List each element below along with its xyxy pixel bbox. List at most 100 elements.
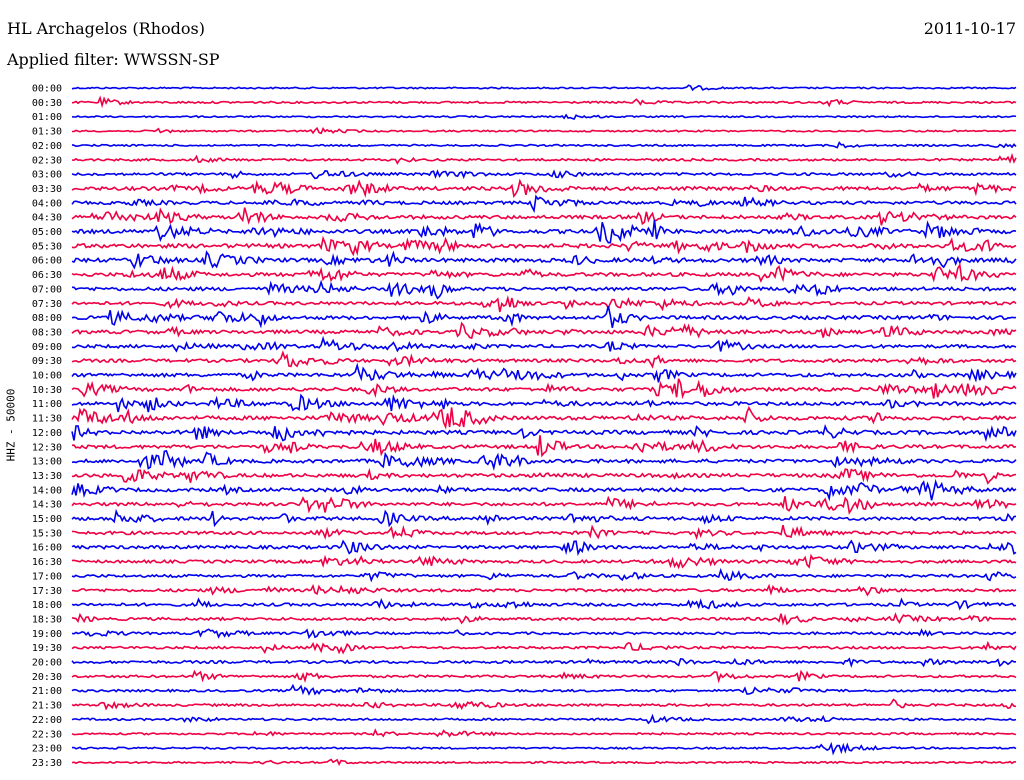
time-tick-label: 17:30 [32, 586, 62, 597]
time-tick-label: 18:00 [32, 600, 62, 611]
time-tick-label: 09:00 [32, 342, 62, 353]
time-tick-label: 15:00 [32, 514, 62, 525]
time-tick-label: 12:30 [32, 442, 62, 453]
trace-group [71, 84, 1017, 766]
seismic-trace [71, 262, 1017, 283]
time-tick-label: 23:00 [32, 744, 62, 755]
time-tick-label: 04:30 [32, 213, 62, 224]
record-date: 2011-10-17 [923, 19, 1016, 38]
time-tick-label: 16:00 [32, 543, 62, 554]
time-tick-label: 03:00 [32, 170, 62, 181]
time-tick-label: 07:00 [32, 284, 62, 295]
seismic-trace [72, 126, 1017, 135]
time-tick-label: 06:00 [32, 256, 62, 267]
time-tick-label: 08:00 [32, 313, 62, 324]
seismic-trace [71, 321, 1017, 339]
time-tick-label: 20:30 [32, 672, 62, 683]
seismic-trace [71, 152, 1017, 165]
time-tick-label: 19:00 [32, 629, 62, 640]
time-tick-label: 23:30 [32, 758, 62, 769]
time-tick-label: 18:30 [32, 614, 62, 625]
time-tick-label: 22:30 [32, 729, 62, 740]
station-title: HL Archagelos (Rhodos) [7, 19, 205, 38]
time-tick-label: 00:00 [32, 84, 62, 95]
time-tick-label: 06:30 [32, 270, 62, 281]
seismic-trace [71, 728, 1017, 738]
seismic-trace [71, 362, 1017, 383]
seismic-trace [71, 113, 1017, 120]
time-tick-label: 10:30 [32, 385, 62, 396]
seismic-trace [71, 508, 1017, 528]
time-tick-label: 07:30 [32, 299, 62, 310]
seismic-trace [71, 713, 1017, 725]
seismic-trace [71, 335, 1017, 353]
seismic-trace [72, 279, 1017, 300]
time-tick-label: 01:30 [32, 127, 62, 138]
time-tick-label: 11:00 [32, 399, 62, 410]
seismic-trace [71, 350, 1017, 369]
seismic-trace [71, 207, 1017, 226]
time-tick-label: 13:30 [32, 471, 62, 482]
time-tick-label: 13:00 [32, 457, 62, 468]
seismic-trace [71, 235, 1017, 257]
time-tick-label: 19:30 [32, 643, 62, 654]
seismic-trace [71, 683, 1017, 696]
seismic-trace [71, 467, 1017, 485]
time-tick-label: 11:30 [32, 414, 62, 425]
seismic-trace [71, 478, 1017, 502]
time-tick-label: 21:30 [32, 701, 62, 712]
time-tick-label: 05:30 [32, 241, 62, 252]
time-tick-label: 02:30 [32, 155, 62, 166]
time-tick-label: 05:00 [32, 227, 62, 238]
seismic-trace [71, 698, 1017, 711]
filter-label: Applied filter: WWSSN-SP [7, 50, 220, 69]
seismic-trace [71, 583, 1017, 597]
seismic-trace [71, 295, 1017, 313]
seismic-trace [71, 612, 1017, 626]
seismic-trace [71, 539, 1017, 557]
seismic-trace [71, 393, 1017, 413]
time-tick-labels: 00:00 00:30 01:00 01:30 02:00 02:30 03:00 03:30… [32, 84, 62, 769]
seismic-trace [71, 250, 1017, 270]
seismic-trace [71, 524, 1017, 541]
time-tick-label: 03:30 [32, 184, 62, 195]
seismic-trace [71, 219, 1017, 244]
seismic-trace [71, 553, 1017, 570]
time-tick-label: 21:00 [32, 686, 62, 697]
seismic-trace [71, 597, 1017, 611]
time-tick-label: 14:30 [32, 500, 62, 511]
seismic-trace [71, 169, 1017, 180]
seismic-trace [71, 669, 1017, 684]
time-tick-label: 14:00 [32, 485, 62, 496]
time-tick-label: 01:00 [32, 112, 62, 123]
seismic-trace [71, 141, 1017, 149]
time-tick-label: 20:00 [32, 658, 62, 669]
time-tick-label: 08:30 [32, 327, 62, 338]
seismic-trace [71, 449, 1017, 471]
seismic-trace [71, 758, 1017, 766]
seismic-trace [71, 435, 1017, 458]
seismic-trace [71, 305, 1017, 329]
time-tick-label: 15:30 [32, 528, 62, 539]
seismic-trace [71, 405, 1017, 430]
time-tick-label: 22:00 [32, 715, 62, 726]
seismic-trace [71, 178, 1016, 199]
seismic-trace [71, 423, 1017, 443]
time-tick-label: 10:00 [32, 371, 62, 382]
time-tick-label: 16:30 [32, 557, 62, 568]
seismic-trace [71, 84, 1017, 92]
seismic-trace [71, 640, 1017, 655]
seismic-trace [71, 741, 1017, 756]
seismic-trace [71, 194, 1017, 214]
time-tick-label: 17:00 [32, 571, 62, 582]
seismic-trace [71, 495, 1017, 515]
seismic-trace [71, 378, 1017, 400]
time-tick-label: 12:00 [32, 428, 62, 439]
seismic-trace [71, 567, 1017, 583]
time-tick-label: 09:30 [32, 356, 62, 367]
seismic-trace [71, 95, 1017, 109]
time-tick-label: 02:00 [32, 141, 62, 152]
time-tick-label: 00:30 [32, 98, 62, 109]
seismic-trace [71, 657, 1016, 669]
